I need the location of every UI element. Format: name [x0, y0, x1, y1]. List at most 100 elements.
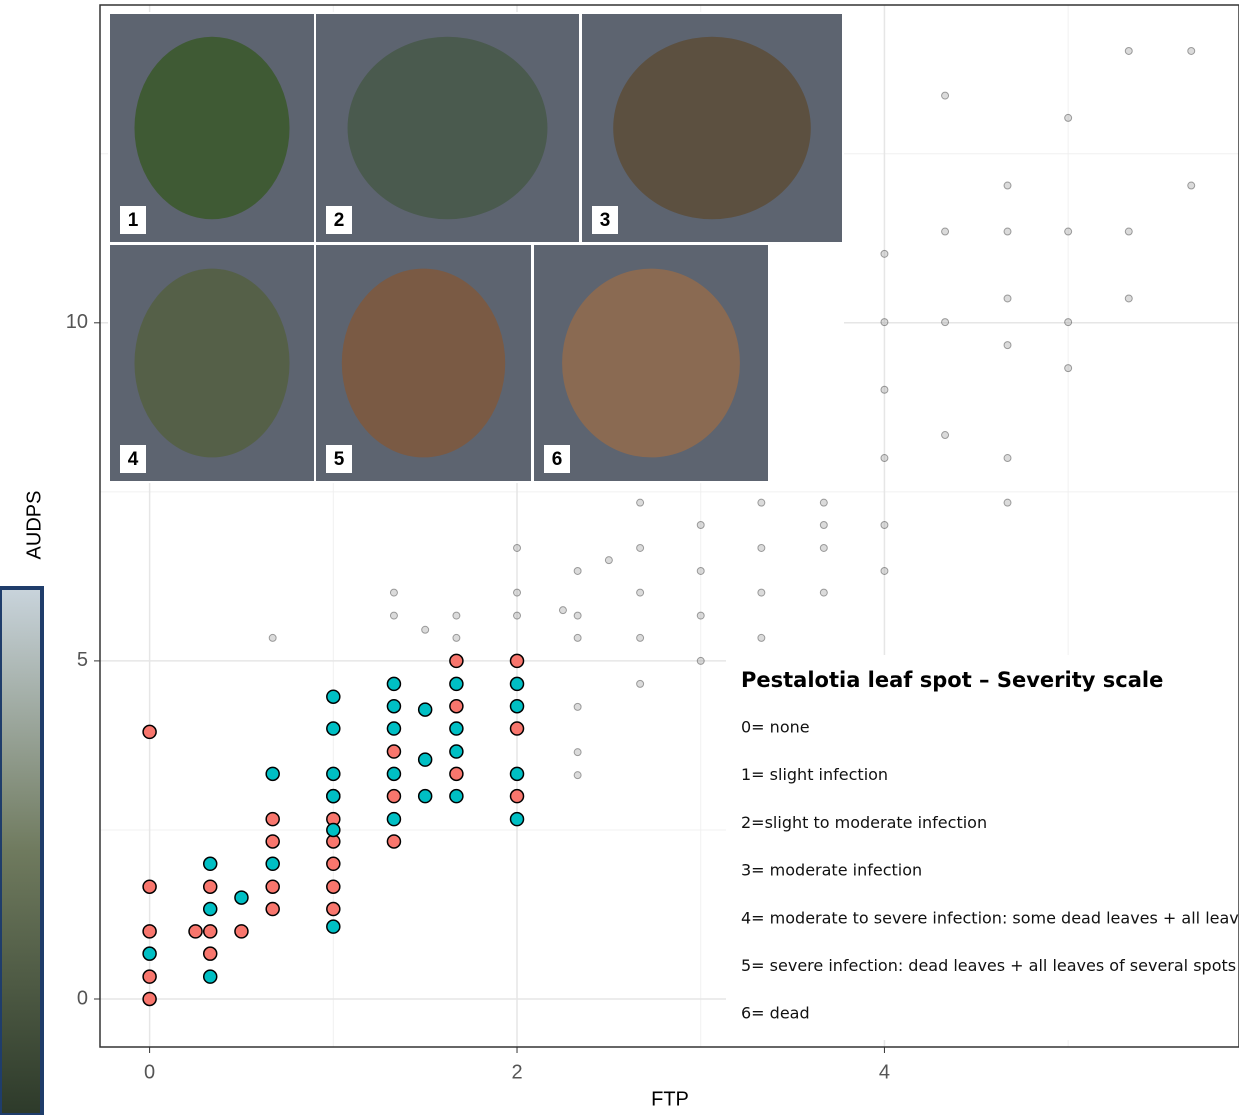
- point: [1003, 454, 1012, 463]
- field-photo: [0, 586, 44, 1117]
- point: [417, 752, 433, 767]
- severity-scale: Pestalotia leaf spot – Severity scale 0= …: [741, 668, 1239, 1023]
- point: [1003, 227, 1012, 236]
- plant: [134, 36, 290, 220]
- point: [452, 611, 461, 620]
- point: [202, 969, 218, 984]
- point: [449, 766, 464, 782]
- point: [326, 721, 341, 736]
- photo-number: 3: [600, 210, 611, 231]
- photo-number-box: [592, 206, 618, 234]
- point: [449, 788, 464, 804]
- photo-number: 2: [334, 210, 345, 231]
- severity-title: Pestalotia leaf spot – Severity scale: [741, 668, 1163, 692]
- point: [234, 924, 249, 939]
- point: [386, 698, 402, 714]
- point: [142, 969, 157, 984]
- point: [326, 919, 341, 934]
- point: [386, 788, 402, 804]
- plot-frame: [99, 4, 1239, 1048]
- point: [1124, 294, 1133, 303]
- point: [819, 588, 828, 597]
- point: [326, 879, 341, 894]
- point: [188, 924, 203, 939]
- plant: [562, 268, 740, 458]
- point: [265, 901, 280, 917]
- point: [696, 566, 705, 575]
- point: [202, 901, 218, 917]
- point: [1187, 181, 1196, 190]
- point: [449, 744, 464, 759]
- point: [452, 633, 461, 642]
- point: [326, 689, 341, 704]
- point: [417, 702, 433, 717]
- point: [142, 924, 157, 939]
- photo-number-box: [544, 445, 570, 473]
- point: [1124, 227, 1133, 236]
- plant: [347, 36, 548, 220]
- point: [573, 633, 582, 642]
- point: [389, 611, 398, 620]
- point: [636, 498, 645, 507]
- point: [757, 543, 766, 552]
- point: [696, 656, 705, 665]
- point: [509, 811, 525, 827]
- point: [509, 766, 525, 782]
- photo-number-box: [120, 206, 146, 234]
- point: [386, 721, 402, 736]
- point: [449, 676, 464, 692]
- point: [268, 633, 277, 642]
- point: [636, 543, 645, 552]
- point: [326, 822, 341, 838]
- plant: [134, 268, 290, 458]
- point: [1003, 498, 1012, 507]
- point: [757, 498, 766, 507]
- severity-item: 3= moderate infection: [741, 861, 922, 880]
- point: [1064, 227, 1073, 236]
- points: [142, 46, 1196, 1007]
- point: [202, 924, 218, 939]
- severity-item: 4= moderate to severe infection: some de…: [741, 908, 1239, 927]
- point: [573, 748, 582, 757]
- plant: [613, 36, 811, 220]
- point: [265, 856, 280, 872]
- point: [421, 625, 430, 634]
- point: [573, 566, 582, 575]
- photo-number-box: [120, 445, 146, 473]
- photo-number: 4: [128, 449, 139, 470]
- point: [941, 431, 950, 440]
- severity-item: 0= none: [741, 718, 810, 737]
- point: [386, 766, 402, 782]
- point: [386, 811, 402, 827]
- point: [880, 318, 889, 327]
- y-tick-label: 10: [66, 311, 88, 333]
- point: [509, 653, 525, 669]
- point: [449, 698, 464, 714]
- point: [880, 520, 889, 529]
- point: [142, 879, 157, 894]
- point: [449, 721, 464, 736]
- point: [202, 946, 218, 961]
- point: [386, 744, 402, 759]
- point: [1003, 294, 1012, 303]
- severity-item: 6= dead: [741, 1004, 810, 1023]
- point: [941, 227, 950, 236]
- point: [513, 588, 522, 597]
- point: [1064, 364, 1073, 373]
- point: [326, 901, 341, 917]
- point: [941, 318, 950, 327]
- point: [573, 702, 582, 711]
- point: [636, 588, 645, 597]
- point: [386, 834, 402, 849]
- severity-box: [726, 655, 1239, 1040]
- point: [1124, 46, 1133, 55]
- point: [880, 249, 889, 258]
- point: [819, 498, 828, 507]
- x-tick-label: 0: [144, 1061, 155, 1083]
- point: [386, 676, 402, 692]
- point: [509, 721, 525, 736]
- point: [326, 856, 341, 872]
- point: [1003, 341, 1012, 350]
- photo-number-box: [326, 445, 352, 473]
